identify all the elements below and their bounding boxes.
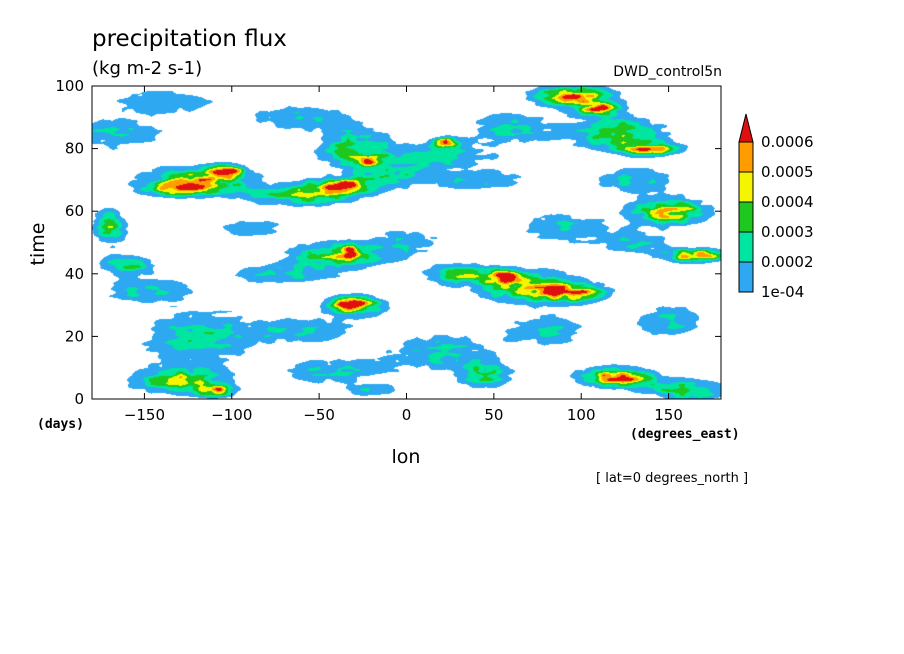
x-tick-label: −100: [211, 406, 252, 424]
x-tick-label: 0: [402, 406, 412, 424]
x-tick-label: −150: [124, 406, 165, 424]
x-axis-ticks: −150 −100 −50 0 50 100 150: [124, 86, 683, 424]
colorbar-segment: [738, 141, 754, 173]
y-tick-label: 20: [65, 327, 84, 345]
x-tick-label: −50: [303, 406, 335, 424]
plot-area: [91, 85, 722, 400]
colorbar-label: 1e-04: [761, 283, 804, 301]
y-tick-label: 80: [65, 140, 84, 158]
y-axis-label: time: [27, 223, 49, 266]
chart-units: (kg m-2 s-1): [92, 58, 202, 79]
colorbar-label: 0.0003: [761, 223, 814, 241]
x-tick-label: 150: [654, 406, 683, 424]
colorbar-segment: [738, 171, 754, 203]
x-axis-label: lon: [392, 446, 421, 468]
y-tick-label: 60: [65, 202, 84, 220]
y-tick-label: 100: [55, 77, 84, 95]
dataset-label: DWD_control5n: [613, 64, 722, 80]
colorbar-label: 0.0002: [761, 253, 814, 271]
x-tick-label: 100: [567, 406, 596, 424]
x-axis-units: (degrees_east): [630, 427, 740, 442]
latitude-annotation: [ lat=0 degrees_north ]: [596, 471, 748, 486]
colorbar-label: 0.0005: [761, 163, 814, 181]
colorbar-segment: [738, 201, 754, 233]
colorbar-extend-arrow: [738, 113, 754, 143]
colorbar-legend: 1e-04 0.0002 0.0003 0.0004 0.0005 0.0006: [738, 113, 814, 301]
precipitation-heatmap: [92, 86, 721, 399]
colorbar-label: 0.0006: [761, 133, 814, 151]
y-axis-ticks: 0 20 40 60 80 100: [55, 77, 721, 408]
y-axis-units: (days): [37, 417, 84, 432]
colorbar-segment: [738, 261, 754, 293]
y-tick-label: 0: [74, 390, 84, 408]
colorbar-label: 0.0004: [761, 193, 814, 211]
x-tick-label: 50: [484, 406, 503, 424]
colorbar-segment: [738, 231, 754, 263]
y-tick-label: 40: [65, 265, 84, 283]
chart-title: precipitation flux: [92, 26, 287, 52]
